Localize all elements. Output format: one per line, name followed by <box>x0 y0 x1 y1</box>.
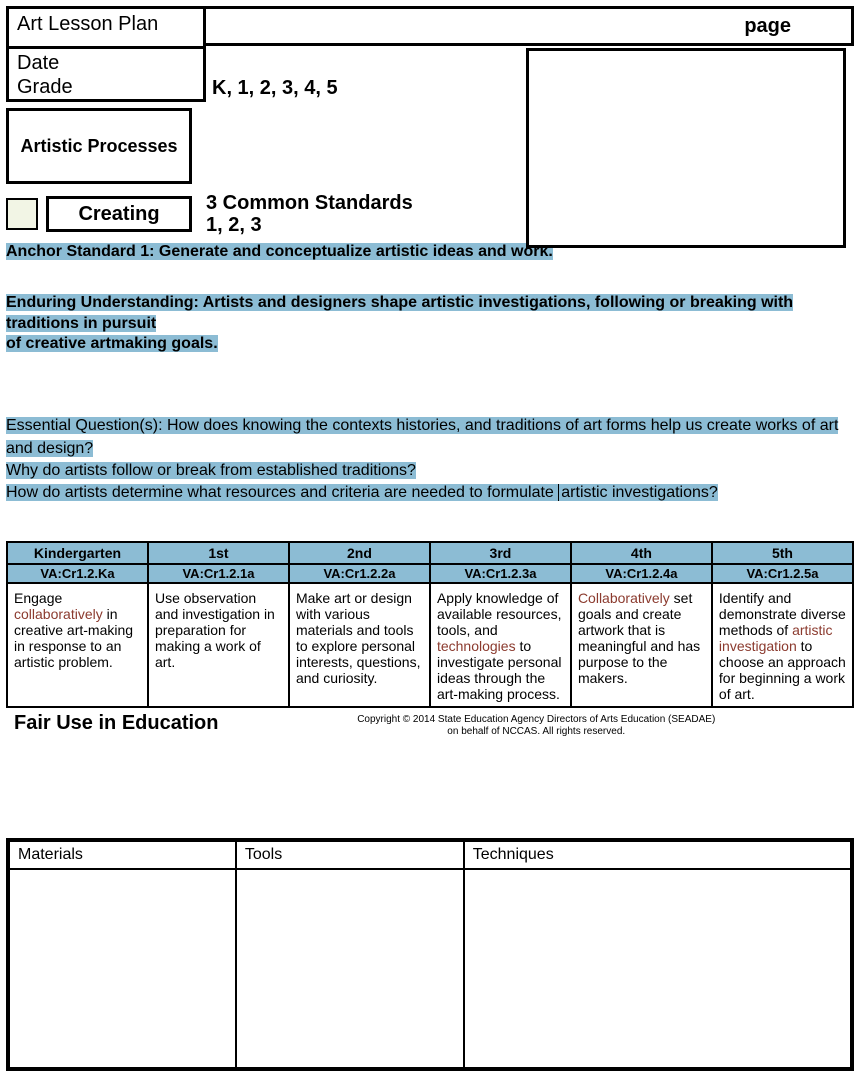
cell-k-em: collaboratively <box>14 606 103 622</box>
cell-4-em: Collaboratively <box>578 590 670 606</box>
standards-table: Kindergarten 1st 2nd 3rd 4th 5th VA:Cr1.… <box>6 541 854 708</box>
checkbox-small <box>6 198 38 230</box>
copyright-line1: Copyright © 2014 State Education Agency … <box>357 714 715 725</box>
grade-label: Grade <box>17 75 195 99</box>
tools-header: Tools <box>236 840 464 869</box>
eq-line3a: How do artists determine what resources … <box>6 484 558 501</box>
code-4: VA:Cr1.2.4a <box>571 564 712 583</box>
common-standards-line2: 1, 2, 3 <box>206 214 413 236</box>
common-standards: 3 Common Standards 1, 2, 3 <box>206 192 413 236</box>
grade-header-1: 1st <box>148 542 289 564</box>
code-1: VA:Cr1.2.1a <box>148 564 289 583</box>
cell-1: Use observation and investigation in pre… <box>148 583 289 707</box>
eq-line2: Why do artists follow or break from esta… <box>6 462 416 479</box>
image-placeholder-box <box>526 48 846 248</box>
code-k: VA:Cr1.2.Ka <box>7 564 148 583</box>
code-3: VA:Cr1.2.3a <box>430 564 571 583</box>
title-box: Art Lesson Plan <box>6 6 206 46</box>
grade-header-5: 5th <box>712 542 853 564</box>
copyright-line2: on behalf of NCCAS. All rights reserved. <box>447 726 625 737</box>
cell-5: Identify and demonstrate diverse methods… <box>712 583 853 707</box>
cell-3: Apply knowledge of available resources, … <box>430 583 571 707</box>
cell-k-pre: Engage <box>14 590 62 606</box>
date-grade-box: Date Grade <box>6 46 206 102</box>
techniques-header: Techniques <box>464 840 852 869</box>
code-2: VA:Cr1.2.2a <box>289 564 430 583</box>
materials-tools-techniques-table: Materials Tools Techniques <box>6 838 854 1071</box>
code-5: VA:Cr1.2.5a <box>712 564 853 583</box>
grade-header-3: 3rd <box>430 542 571 564</box>
cell-k: Engage collaboratively in creative art-m… <box>7 583 148 707</box>
copyright: Copyright © 2014 State Education Agency … <box>218 712 854 738</box>
cell-2: Make art or design with various material… <box>289 583 430 707</box>
cell-4: Collaboratively set goals and create art… <box>571 583 712 707</box>
artistic-processes-box: Artistic Processes <box>6 108 192 184</box>
techniques-cell <box>464 869 852 1069</box>
fair-use: Fair Use in Education <box>6 712 218 735</box>
date-label: Date <box>17 51 195 75</box>
grade-header-k: Kindergarten <box>7 542 148 564</box>
anchor-standard: Anchor Standard 1: Generate and conceptu… <box>6 243 553 260</box>
materials-header: Materials <box>8 840 236 869</box>
materials-cell <box>8 869 236 1069</box>
tools-cell <box>236 869 464 1069</box>
enduring-understanding-1: Enduring Understanding: Artists and desi… <box>6 294 793 332</box>
creating-box: Creating <box>46 196 192 232</box>
enduring-understanding-2: of creative artmaking goals. <box>6 335 218 352</box>
eq-line3b: artistic investigations? <box>558 484 718 501</box>
grade-header-4: 4th <box>571 542 712 564</box>
page-label-bar: page <box>206 6 854 46</box>
cell-3-em: technologies <box>437 638 516 654</box>
common-standards-line1: 3 Common Standards <box>206 192 413 214</box>
cell-3-pre: Apply knowledge of available resources, … <box>437 590 562 638</box>
eq-line1: Essential Question(s): How does knowing … <box>6 417 838 456</box>
grade-header-2: 2nd <box>289 542 430 564</box>
